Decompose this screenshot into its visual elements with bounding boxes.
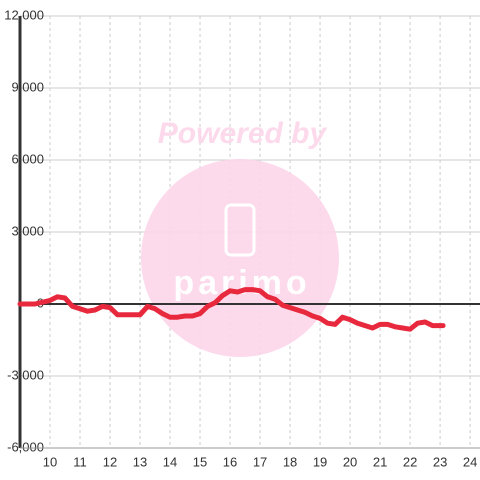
x-tick-label: 23 [433,454,447,469]
x-tick-label: 16 [223,454,237,469]
x-tick-label: 13 [133,454,147,469]
x-tick-label: 19 [313,454,327,469]
watermark-icon [224,203,256,257]
watermark: Powered by parimo [141,117,339,357]
y-tick-label: 12,000 [4,7,44,22]
x-tick-label: 10 [43,454,57,469]
x-tick-label: 12 [103,454,117,469]
y-tick-label: 9,000 [11,79,44,94]
y-tick-label: 3,000 [11,223,44,238]
x-tick-label: 20 [343,454,357,469]
x-tick-label: 18 [283,454,297,469]
watermark-title: Powered by [158,117,328,150]
y-tick-label: -6,000 [7,439,44,454]
x-tick-label: 21 [373,454,387,469]
watermark-circle [141,159,339,357]
y-tick-label: 6,000 [11,151,44,166]
x-tick-label: 15 [193,454,207,469]
x-tick-label: 24 [463,454,477,469]
series-line [17,287,446,332]
watermark-brand: parimo [173,264,310,302]
x-tick-label: 17 [253,454,267,469]
x-tick-label: 14 [163,454,177,469]
y-tick-label: -3,000 [7,367,44,382]
x-tick-label: 22 [403,454,417,469]
x-tick-label: 11 [73,454,87,469]
